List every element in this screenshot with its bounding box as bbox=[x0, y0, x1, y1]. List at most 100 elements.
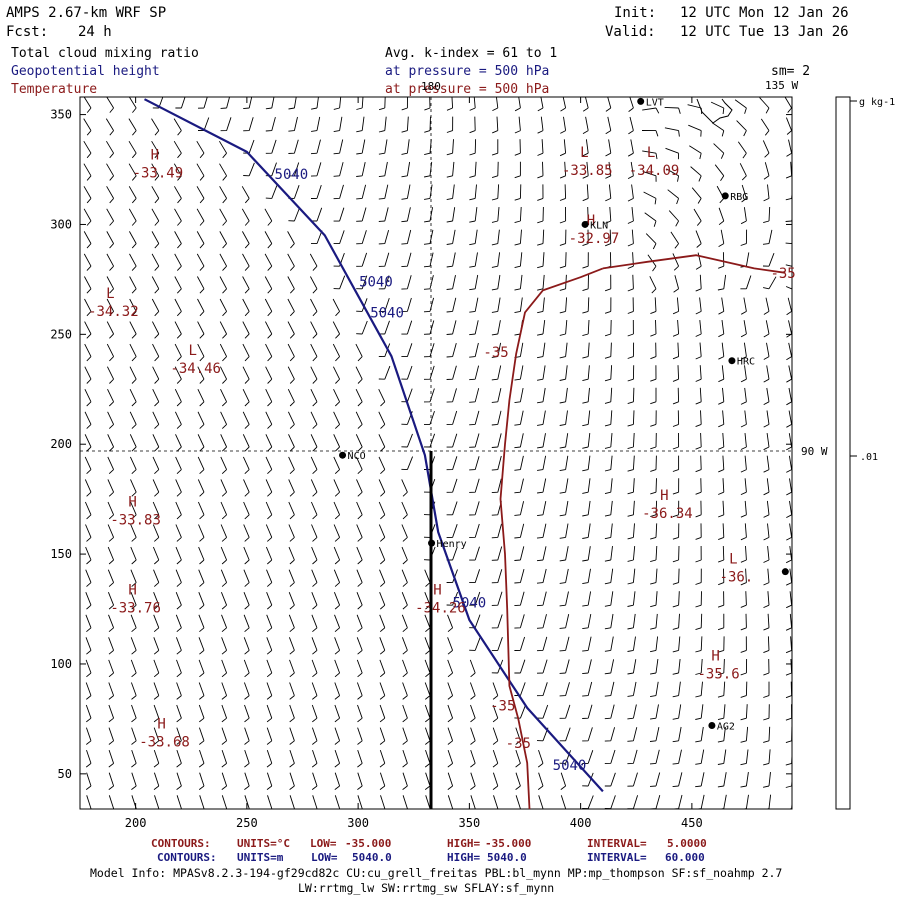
wind-barb bbox=[469, 320, 479, 336]
wind-barb bbox=[129, 366, 137, 384]
wind-barb bbox=[108, 727, 115, 745]
wind-barb bbox=[650, 568, 658, 585]
wind-barb bbox=[106, 208, 114, 226]
wind-barb bbox=[401, 637, 408, 655]
wind-barb bbox=[695, 636, 703, 653]
wind-barb bbox=[334, 704, 341, 723]
wind-barb bbox=[469, 456, 480, 471]
wind-barb bbox=[244, 795, 250, 809]
wind-barb bbox=[718, 545, 725, 563]
wind-barb bbox=[198, 546, 205, 565]
wind-barb bbox=[175, 97, 186, 109]
wind-barb bbox=[220, 546, 228, 565]
wind-barb bbox=[670, 231, 679, 249]
wind-barb bbox=[582, 478, 591, 494]
wind-barb bbox=[220, 389, 228, 407]
wind-barb bbox=[219, 321, 227, 339]
wind-barb bbox=[176, 659, 182, 678]
wind-barb bbox=[469, 116, 476, 134]
wind-barb bbox=[379, 682, 386, 700]
extremum-value: -34.26 bbox=[415, 600, 466, 616]
wind-barb bbox=[129, 253, 137, 271]
wind-barb bbox=[786, 523, 792, 541]
wind-barb bbox=[786, 591, 792, 609]
wind-barb bbox=[740, 320, 747, 338]
wind-barb bbox=[311, 704, 318, 723]
wind-barb bbox=[402, 795, 408, 809]
station-dot bbox=[339, 451, 347, 459]
wind-barb bbox=[491, 546, 503, 561]
wind-barb bbox=[491, 365, 502, 381]
wind-barb bbox=[604, 591, 614, 607]
wind-barb bbox=[559, 297, 568, 314]
wind-barb bbox=[582, 546, 591, 562]
wind-barb bbox=[492, 749, 499, 768]
wind-barb bbox=[492, 682, 499, 700]
wind-barb bbox=[537, 772, 544, 790]
wind-barb bbox=[175, 637, 182, 655]
wind-barb bbox=[401, 592, 408, 610]
wind-barb bbox=[559, 206, 567, 224]
wind-barb bbox=[763, 704, 770, 721]
wind-barb bbox=[174, 298, 182, 317]
wind-barb bbox=[423, 433, 436, 448]
wind-barb bbox=[221, 749, 228, 768]
wind-barb bbox=[740, 297, 747, 315]
wind-barb bbox=[265, 434, 273, 452]
wind-barb bbox=[243, 569, 250, 587]
wind-barb bbox=[401, 343, 413, 358]
wind-barb bbox=[627, 523, 635, 540]
wind-barb bbox=[379, 592, 386, 610]
legend-temp-label: CONTOURS: bbox=[151, 837, 211, 850]
wind-barb bbox=[582, 704, 593, 719]
wind-barb bbox=[582, 161, 589, 179]
wind-barb bbox=[786, 365, 792, 383]
wind-barb bbox=[107, 456, 115, 475]
wind-barb bbox=[311, 97, 319, 110]
wind-barb bbox=[83, 186, 92, 204]
wind-barb bbox=[107, 592, 115, 610]
wind-barb bbox=[288, 479, 295, 497]
wind-barb bbox=[401, 501, 408, 520]
wind-barb bbox=[604, 613, 614, 630]
legend-temp-low-label: LOW= bbox=[310, 837, 337, 850]
wind-barb bbox=[560, 97, 567, 112]
wind-barb bbox=[356, 207, 367, 222]
wind-barb bbox=[129, 343, 137, 362]
wind-barb bbox=[763, 455, 770, 473]
wind-barb bbox=[197, 276, 205, 294]
wind-barb bbox=[288, 524, 295, 542]
wind-barb bbox=[310, 276, 318, 294]
temp-contour-label: -35 bbox=[490, 699, 515, 715]
wind-barb bbox=[243, 97, 253, 110]
extremum-symbol: H bbox=[128, 495, 136, 511]
wind-barb bbox=[582, 319, 590, 337]
wind-barb bbox=[424, 727, 431, 745]
wind-barb bbox=[446, 342, 457, 358]
wind-barb bbox=[627, 636, 636, 652]
wind-barb bbox=[401, 184, 411, 200]
wind-barb bbox=[310, 162, 322, 177]
wind-barb bbox=[199, 795, 205, 809]
wind-barb bbox=[718, 568, 725, 586]
x-tick-label: 300 bbox=[347, 816, 369, 830]
wind-barb bbox=[785, 726, 792, 744]
wind-barb bbox=[176, 749, 182, 768]
wind-barb bbox=[152, 479, 160, 497]
wind-barb bbox=[356, 252, 368, 267]
wind-barb bbox=[695, 726, 704, 743]
wind-barb bbox=[469, 274, 479, 291]
wind-barb bbox=[174, 343, 182, 362]
wind-barb bbox=[243, 592, 250, 610]
wind-barb bbox=[492, 772, 499, 790]
wind-barb bbox=[174, 253, 182, 271]
wind-barb bbox=[401, 320, 413, 335]
wind-barb bbox=[628, 97, 634, 112]
wind-barb bbox=[672, 253, 680, 271]
wind-barb bbox=[469, 97, 476, 111]
wind-barb bbox=[356, 659, 363, 678]
wind-barb bbox=[333, 456, 341, 475]
wind-barb bbox=[221, 704, 228, 723]
wind-barb bbox=[695, 230, 702, 248]
wind-barb bbox=[672, 613, 680, 630]
